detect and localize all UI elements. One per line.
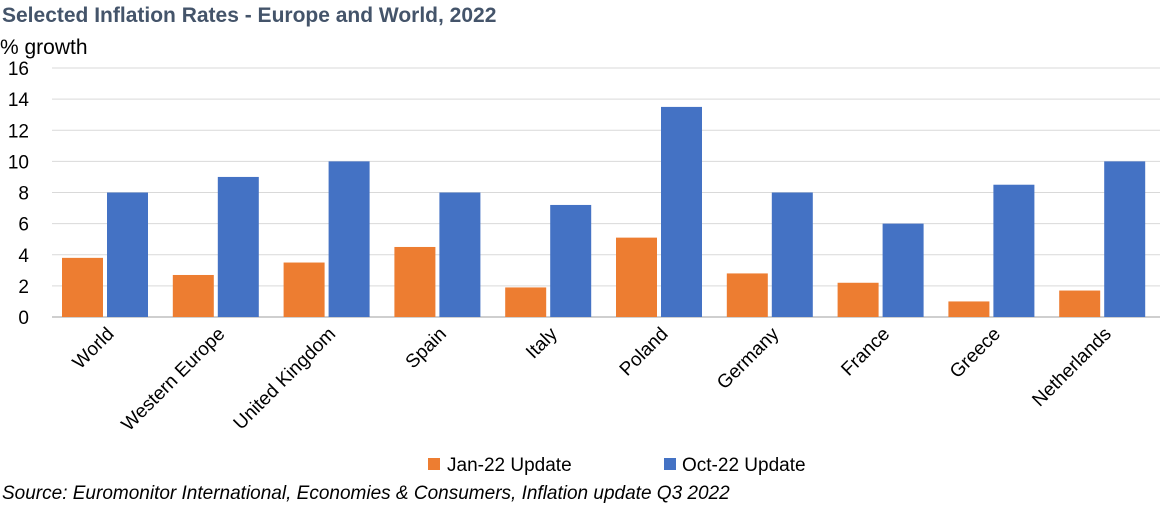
bar-oct-22: [993, 184, 1035, 317]
bar-jan-22: [283, 262, 325, 317]
bar-jan-22: [62, 257, 103, 317]
x-tick-label: Italy: [522, 323, 562, 363]
chart-title: Selected Inflation Rates - Europe and Wo…: [2, 4, 497, 27]
y-tick-label: 10: [8, 152, 29, 173]
bar-oct-22: [328, 161, 370, 317]
bar-oct-22: [882, 223, 924, 317]
y-tick-label: 0: [18, 308, 29, 329]
legend-swatch: [428, 458, 440, 470]
bar-oct-22: [217, 176, 259, 317]
bars: [62, 106, 1146, 317]
bar-jan-22: [394, 246, 436, 317]
x-tick-label: World: [69, 324, 119, 374]
y-axis-label: % growth: [0, 36, 88, 59]
bar-oct-22: [107, 192, 148, 317]
x-axis-ticks: World Western Europe United Kingdom Spain It…: [69, 323, 1116, 435]
bar-jan-22: [948, 301, 990, 317]
bar-oct-22: [661, 106, 702, 317]
x-tick-label: Spain: [402, 324, 451, 373]
bar-oct-22: [1104, 161, 1146, 317]
bar-oct-22: [550, 204, 592, 317]
y-tick-label: 4: [18, 246, 29, 267]
legend: Jan-22 Update Oct-22 Update: [428, 455, 806, 476]
bar-oct-22: [439, 192, 481, 317]
y-tick-label: 12: [8, 121, 29, 142]
bar-jan-22: [1059, 290, 1101, 317]
source-note: Source: Euromonitor International, Econo…: [2, 483, 730, 504]
x-tick-label: Greece: [946, 324, 1005, 383]
bar-jan-22: [172, 274, 214, 317]
legend-label: Oct-22 Update: [682, 455, 806, 476]
x-tick-label: France: [837, 324, 894, 381]
bar-jan-22: [505, 287, 547, 317]
bar-oct-22: [771, 192, 813, 317]
bar-jan-22: [837, 282, 879, 317]
x-tick-label: Germany: [713, 323, 783, 393]
y-axis-ticks: 0 2 4 6 8 10 12 14 16: [8, 59, 30, 329]
x-tick-label: Netherlands: [1028, 324, 1115, 411]
bar-jan-22: [726, 273, 768, 317]
bar-jan-22: [616, 237, 657, 317]
y-tick-label: 2: [18, 277, 29, 298]
y-tick-label: 6: [18, 215, 29, 236]
x-tick-label: Western Europe: [118, 324, 230, 436]
legend-swatch: [664, 458, 676, 470]
y-tick-label: 14: [8, 90, 30, 111]
x-tick-label: United Kingdom: [230, 324, 340, 434]
y-tick-label: 16: [8, 59, 29, 80]
legend-label: Jan-22 Update: [447, 455, 572, 476]
x-tick-label: Poland: [616, 324, 673, 381]
y-tick-label: 8: [18, 184, 29, 205]
